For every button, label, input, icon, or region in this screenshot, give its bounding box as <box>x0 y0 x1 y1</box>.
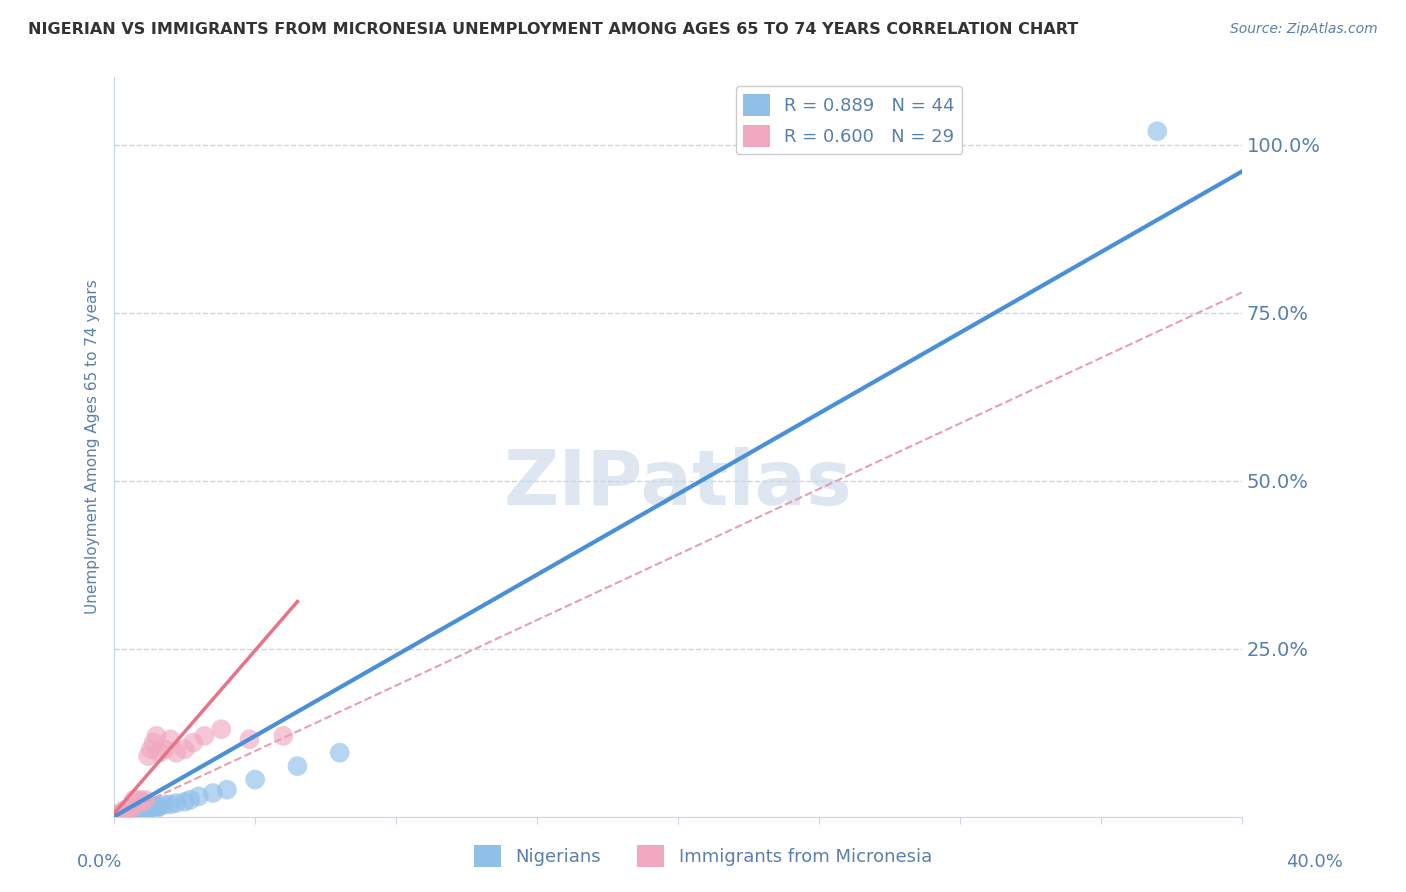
Point <box>125 796 148 810</box>
Point <box>131 803 153 817</box>
Point <box>108 807 131 822</box>
Point <box>111 806 134 821</box>
Point <box>103 809 125 823</box>
Point <box>131 795 153 809</box>
Point <box>131 801 153 815</box>
Legend: Nigerians, Immigrants from Micronesia: Nigerians, Immigrants from Micronesia <box>467 838 939 874</box>
Point <box>122 793 145 807</box>
Point <box>148 746 170 760</box>
Point <box>103 809 125 823</box>
Point <box>117 805 139 820</box>
Text: NIGERIAN VS IMMIGRANTS FROM MICRONESIA UNEMPLOYMENT AMONG AGES 65 TO 74 YEARS CO: NIGERIAN VS IMMIGRANTS FROM MICRONESIA U… <box>28 22 1078 37</box>
Point <box>122 806 145 821</box>
Point <box>145 729 167 743</box>
Point <box>114 807 136 822</box>
Point <box>114 806 136 821</box>
Point <box>128 803 150 817</box>
Point <box>145 801 167 815</box>
Point <box>139 742 162 756</box>
Point <box>103 808 125 822</box>
Point <box>238 732 260 747</box>
Point <box>117 801 139 815</box>
Point <box>134 793 156 807</box>
Point <box>120 799 142 814</box>
Point <box>128 793 150 807</box>
Point <box>159 732 181 747</box>
Text: Source: ZipAtlas.com: Source: ZipAtlas.com <box>1230 22 1378 37</box>
Legend: R = 0.889   N = 44, R = 0.600   N = 29: R = 0.889 N = 44, R = 0.600 N = 29 <box>735 87 962 154</box>
Point <box>136 801 159 815</box>
Point <box>201 786 224 800</box>
Point <box>139 801 162 815</box>
Point <box>120 805 142 819</box>
Point <box>165 746 187 760</box>
Text: 40.0%: 40.0% <box>1286 853 1343 871</box>
Y-axis label: Unemployment Among Ages 65 to 74 years: Unemployment Among Ages 65 to 74 years <box>86 279 100 615</box>
Point <box>134 803 156 817</box>
Point <box>136 800 159 814</box>
Point <box>153 797 176 812</box>
Point <box>179 793 201 807</box>
Text: ZIPatlas: ZIPatlas <box>503 447 852 521</box>
Point <box>103 807 125 822</box>
Point <box>193 729 215 743</box>
Text: 0.0%: 0.0% <box>77 853 122 871</box>
Point <box>215 782 238 797</box>
Point <box>103 809 125 823</box>
Point <box>209 722 232 736</box>
Point <box>273 729 295 743</box>
Point <box>122 804 145 818</box>
Point <box>105 808 128 822</box>
Point <box>111 804 134 818</box>
Point <box>187 789 209 804</box>
Point <box>181 736 204 750</box>
Point <box>111 806 134 821</box>
Point <box>125 804 148 818</box>
Point <box>243 772 266 787</box>
Point <box>103 808 125 822</box>
Point <box>125 805 148 820</box>
Point <box>165 796 187 810</box>
Point <box>114 803 136 817</box>
Point <box>131 804 153 818</box>
Point <box>111 807 134 822</box>
Point <box>142 799 165 814</box>
Point <box>148 799 170 814</box>
Point <box>128 805 150 819</box>
Point <box>103 809 125 823</box>
Point <box>173 742 195 756</box>
Point <box>108 807 131 822</box>
Point <box>173 795 195 809</box>
Point <box>159 797 181 812</box>
Point <box>1146 124 1168 138</box>
Point <box>108 808 131 822</box>
Point <box>329 746 352 760</box>
Point <box>287 759 309 773</box>
Point <box>117 806 139 821</box>
Point <box>120 806 142 821</box>
Point <box>153 742 176 756</box>
Point <box>142 736 165 750</box>
Point <box>145 798 167 813</box>
Point <box>120 803 142 817</box>
Point <box>136 749 159 764</box>
